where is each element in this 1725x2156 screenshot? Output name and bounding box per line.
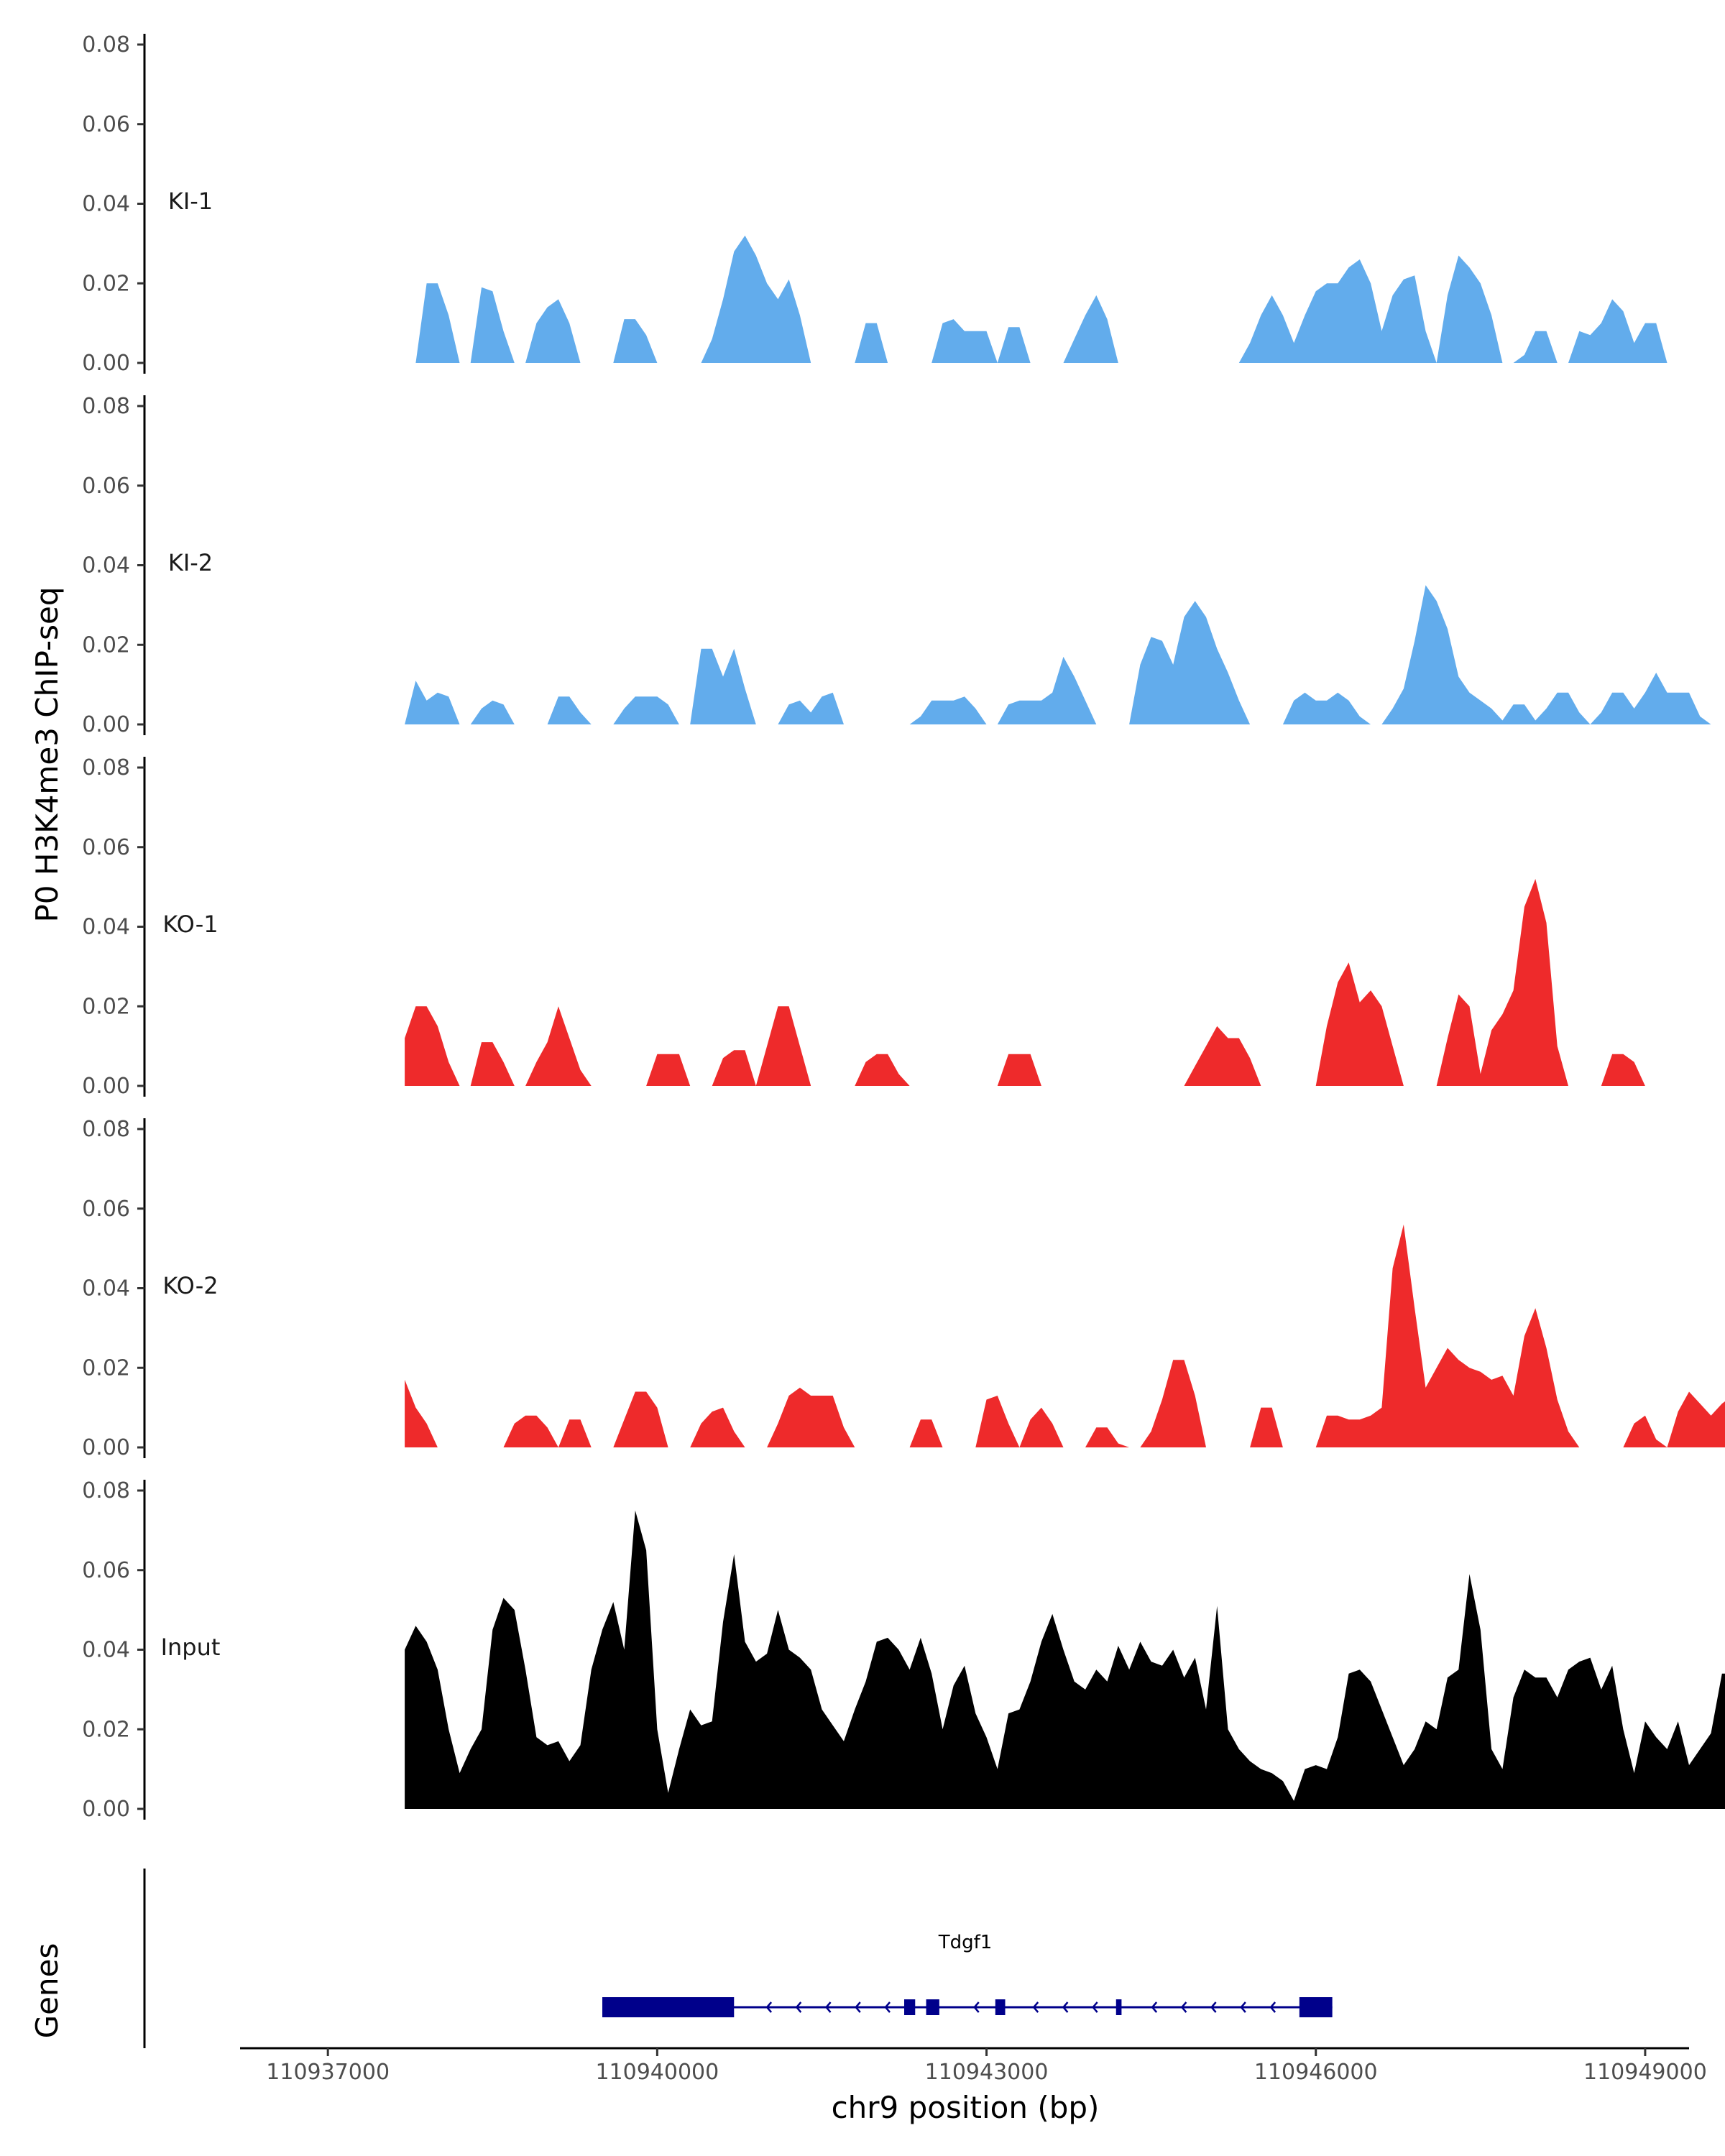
y-tick-label-ki-2: 0.04: [82, 553, 130, 579]
strand-arrow: [1092, 2001, 1098, 2013]
strand-arrow: [765, 2001, 773, 2013]
y-tick-label-ko-2: 0.08: [82, 1117, 130, 1142]
y-tick-label-ki-1: 0.04: [82, 192, 130, 217]
strand-arrow: [973, 2001, 980, 2013]
strand-arrow: [1032, 2001, 1039, 2013]
track-ki-1: 0.00 0.02 0.04 0.06 0.08 KI-1: [82, 32, 1725, 376]
y-tick-label-ko-1: 0.06: [82, 835, 130, 860]
y-tick-label-ko-2: 0.00: [82, 1435, 130, 1460]
y-tick-label-input: 0.00: [82, 1797, 130, 1822]
strand-arrow: [824, 2001, 832, 2013]
genes-axis-title: Genes: [29, 1943, 65, 2039]
y-tick-label-ko-1: 0.08: [82, 755, 130, 780]
signal-area-input: [405, 1510, 1725, 1809]
y-tick-label-ko-1: 0.04: [82, 915, 130, 940]
y-tick-label-input: 0.02: [82, 1717, 130, 1742]
gene-exon: [904, 1999, 916, 2015]
signal-area-ki-2: [405, 585, 1725, 724]
track-label-input: Input: [161, 1634, 221, 1661]
y-tick-label-ko-1: 0.02: [82, 994, 130, 1019]
x-tick-label: 110937000: [266, 2060, 390, 2085]
y-tick-label-ko-2: 0.06: [82, 1197, 130, 1222]
y-tick-label-ki-1: 0.06: [82, 112, 130, 137]
x-tick-label: 110940000: [595, 2060, 719, 2085]
y-tick-label-ki-1: 0.08: [82, 32, 130, 57]
gene-exon: [602, 1997, 735, 2017]
track-label-ki-2: KI-2: [168, 549, 213, 576]
y-tick-label-ki-1: 0.00: [82, 351, 130, 376]
y-tick-label-input: 0.08: [82, 1478, 130, 1503]
strand-arrow: [855, 2001, 861, 2013]
strand-arrow: [1062, 2001, 1069, 2013]
y-axis-title: P0 H3K4me3 ChIP-seq: [29, 586, 65, 922]
track-input: 0.00 0.02 0.04 0.06 0.08 Input: [82, 1478, 1725, 1822]
y-tick-label-ko-1: 0.00: [82, 1074, 130, 1099]
x-tick-label: 110949000: [1583, 2060, 1707, 2085]
gene-exon: [926, 1999, 939, 2015]
track-ko-2: 0.00 0.02 0.04 0.06 0.08 KO-2: [82, 1117, 1725, 1460]
track-label-ki-1: KI-1: [168, 188, 213, 215]
strand-arrow: [1240, 2001, 1246, 2013]
y-tick-label-ki-2: 0.06: [82, 474, 130, 499]
signal-area-ki-1: [405, 235, 1725, 363]
x-axis-title: chr9 position (bp): [832, 2090, 1100, 2125]
signal-area-ko-2: [405, 1224, 1725, 1447]
strand-arrow: [884, 2001, 891, 2013]
signal-area-ko-1: [405, 879, 1725, 1086]
gene-model-tdgf1: [602, 1997, 1333, 2017]
track-label-ko-2: KO-2: [162, 1272, 218, 1299]
track-ki-2: 0.00 0.02 0.04 0.06 0.08 KI-2: [82, 394, 1725, 737]
y-tick-label-ki-1: 0.02: [82, 271, 130, 296]
y-tick-label-ki-2: 0.08: [82, 394, 130, 419]
x-axis: 110937000 110940000 110943000 110946000 1109…: [266, 2048, 1707, 2085]
y-tick-label-input: 0.06: [82, 1558, 130, 1583]
strand-arrow: [1180, 2001, 1187, 2013]
strand-arrow: [795, 2001, 802, 2013]
y-tick-label-ki-2: 0.02: [82, 632, 130, 658]
gene-exon: [1299, 1997, 1333, 2017]
gene-name-label: Tdgf1: [938, 1932, 993, 1953]
strand-arrow: [1269, 2001, 1276, 2013]
strand-arrow: [1151, 2001, 1158, 2013]
track-label-ko-1: KO-1: [162, 911, 218, 938]
y-tick-label-ko-2: 0.04: [82, 1276, 130, 1302]
gene-exon: [995, 1999, 1006, 2015]
gene-exon: [1116, 1999, 1122, 2015]
y-tick-label-input: 0.04: [82, 1638, 130, 1663]
x-tick-label: 110946000: [1254, 2060, 1378, 2085]
strand-arrow: [1210, 2001, 1217, 2013]
track-panels: 0.00 0.02 0.04 0.06 0.08 KI-1 0.00 0.02 0.04 0.06…: [82, 32, 1725, 1822]
y-tick-label-ko-2: 0.02: [82, 1355, 130, 1381]
track-ko-1: 0.00 0.02 0.04 0.06 0.08 KO-1: [82, 755, 1725, 1099]
x-tick-label: 110943000: [925, 2060, 1049, 2085]
y-tick-label-ki-2: 0.00: [82, 712, 130, 737]
